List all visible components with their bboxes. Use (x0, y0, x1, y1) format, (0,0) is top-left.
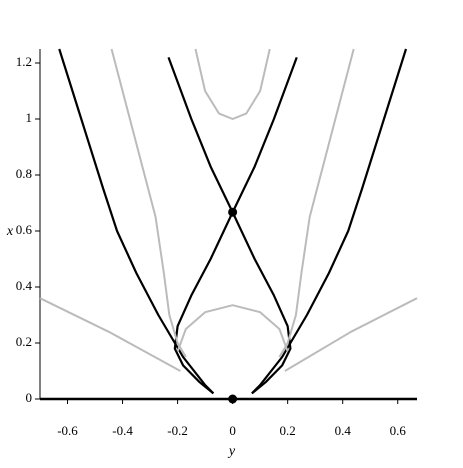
equilibrium-point (228, 207, 238, 217)
trajectory (58, 48, 215, 395)
x-tick-label: 0.6 (390, 423, 407, 438)
y-axis-title: x (6, 224, 14, 239)
gray-trajectory (278, 48, 355, 358)
y-tick-label: 1 (26, 110, 33, 125)
y-tick-label: 1.2 (16, 54, 32, 69)
y-tick-label: 0.2 (16, 334, 32, 349)
x-axis-title: y (227, 444, 236, 459)
gray-trajectory (176, 304, 289, 352)
x-tick-label: -0.6 (57, 423, 78, 438)
trajectory (251, 48, 408, 395)
y-tick-label: 0.4 (16, 278, 33, 293)
x-tick-label: -0.2 (167, 423, 188, 438)
x-tick-label: 0.4 (335, 423, 352, 438)
x-tick-label: 0 (229, 423, 236, 438)
y-tick-label: 0 (26, 390, 33, 405)
gray-trajectory (110, 48, 187, 358)
gray-trajectory (39, 297, 181, 372)
trajectory (173, 57, 298, 395)
gray-trajectory (194, 48, 271, 120)
gray-trajectory (284, 297, 418, 372)
x-tick-label: 0.2 (280, 423, 296, 438)
y-tick-label: 0.6 (16, 222, 33, 237)
equilibrium-point (228, 394, 238, 404)
trajectory (167, 57, 292, 395)
x-tick-label: -0.4 (112, 423, 133, 438)
y-tick-label: 0.8 (16, 166, 32, 181)
